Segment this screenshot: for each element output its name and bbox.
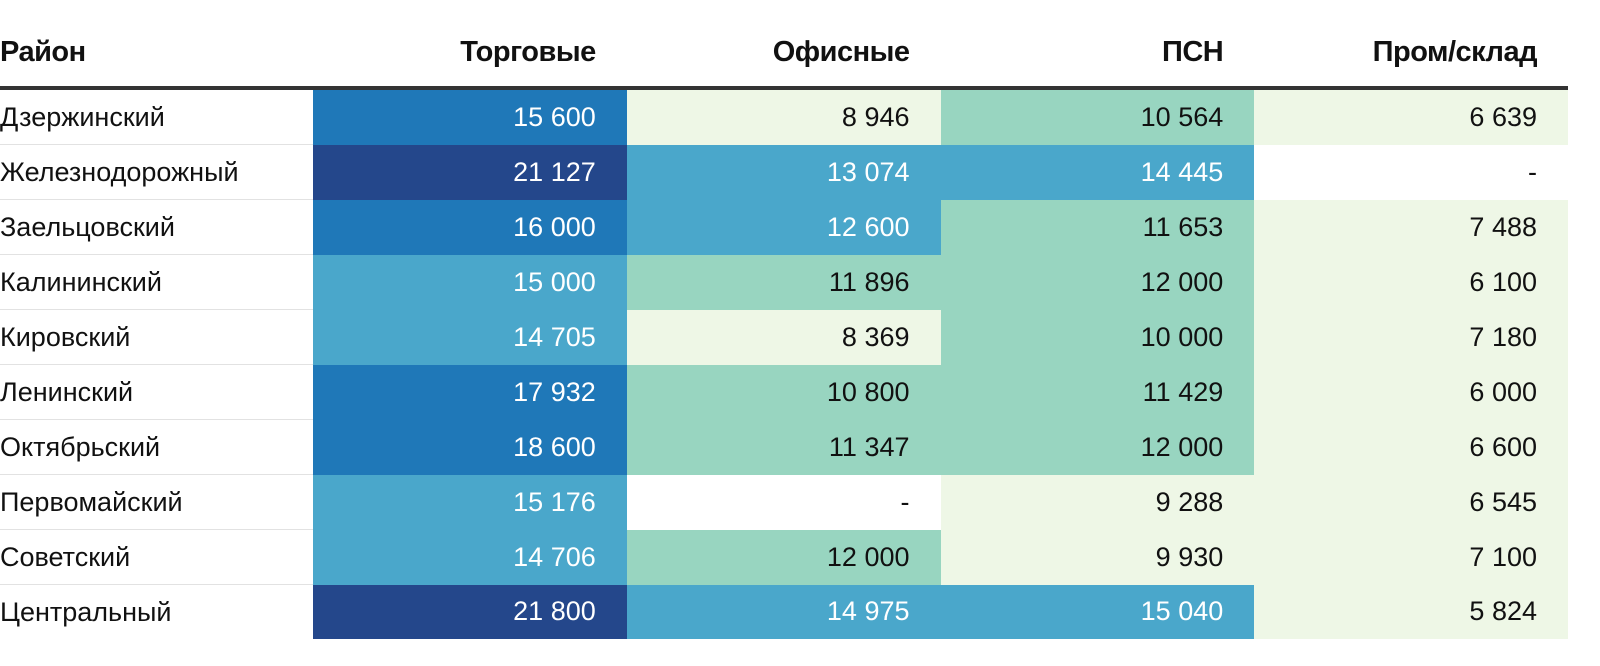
district-name: Заельцовский xyxy=(0,199,313,255)
heat-cell-retail: 15 600 xyxy=(313,88,627,145)
heat-cell-retail: 15 000 xyxy=(313,254,627,310)
heat-cell-psn: 10 000 xyxy=(940,309,1255,365)
district-name: Железнодорожный xyxy=(0,144,313,200)
heat-cell-industrial: 6 000 xyxy=(1254,364,1568,420)
table-row: Железнодорожный 21 127 13 074 14 445- xyxy=(0,144,1568,200)
heat-cell-retail: 21 127 xyxy=(313,144,627,200)
heat-cell-industrial: 7 488 xyxy=(1254,199,1568,255)
heat-cell-industrial: 6 639 xyxy=(1254,88,1568,145)
heat-cell-office: 12 000 xyxy=(626,529,941,585)
district-name: Советский xyxy=(0,529,313,585)
heat-cell-office: 10 800 xyxy=(626,364,941,420)
heat-cell-psn: 11 429 xyxy=(940,364,1255,420)
heat-cell-office: - xyxy=(626,474,941,530)
heat-cell-psn: 15 040 xyxy=(940,584,1255,639)
heat-cell-psn: 9 930 xyxy=(940,529,1255,585)
table-row: Октябрьский 18 600 11 347 12 000 6 600 xyxy=(0,419,1568,475)
heat-cell-psn: 9 288 xyxy=(940,474,1255,530)
district-name: Первомайский xyxy=(0,474,313,530)
heat-cell-industrial: 7 100 xyxy=(1254,529,1568,585)
heat-cell-retail: 16 000 xyxy=(313,199,627,255)
header-industrial: Пром/склад xyxy=(1254,18,1568,90)
header-district: Район xyxy=(0,18,313,90)
header-row: Район Торговые Офисные ПСН Пром/склад xyxy=(0,18,1568,90)
heat-cell-office: 11 347 xyxy=(626,419,941,475)
heat-cell-psn: 14 445 xyxy=(940,144,1255,200)
heat-cell-retail: 15 176 xyxy=(313,474,627,530)
district-name: Октябрьский xyxy=(0,419,313,475)
price-heatmap-table: Район Торговые Офисные ПСН Пром/склад Дз… xyxy=(0,18,1568,639)
table-body: Дзержинский 15 600 8 946 10 564 6 639 Железно… xyxy=(0,88,1568,639)
heat-cell-office: 8 369 xyxy=(626,309,941,365)
district-name: Центральный xyxy=(0,596,172,627)
table-row: Первомайский 15 176-9 288 6 545 xyxy=(0,474,1568,530)
table-row: Советский 14 706 12 000 9 930 7 100 xyxy=(0,529,1568,585)
heat-cell-industrial: - xyxy=(1254,144,1568,200)
heat-cell-psn: 10 564 xyxy=(940,88,1255,145)
heat-cell-psn: 12 000 xyxy=(940,254,1255,310)
header-retail: Торговые xyxy=(313,18,627,90)
district-name: Ленинский xyxy=(0,364,313,420)
heat-cell-retail: 21 800 xyxy=(313,584,627,639)
heat-cell-psn: 11 653 xyxy=(940,199,1255,255)
header-office: Офисные xyxy=(626,18,941,90)
table-row: Калининский 15 000 11 896 12 000 6 100 xyxy=(0,254,1568,310)
district-name: Кировский xyxy=(0,309,313,365)
heat-cell-office: 14 975 xyxy=(626,584,941,639)
heat-cell-retail: 18 600 xyxy=(313,419,627,475)
heat-cell-industrial: 6 100 xyxy=(1254,254,1568,310)
heat-cell-industrial: 6 600 xyxy=(1254,419,1568,475)
heat-cell-retail: 14 705 xyxy=(313,309,627,365)
header-psn: ПСН xyxy=(940,18,1255,90)
table-row: Ленинский 17 932 10 800 11 429 6 000 xyxy=(0,364,1568,420)
heat-cell-industrial: 7 180 xyxy=(1254,309,1568,365)
heat-cell-psn: 12 000 xyxy=(940,419,1255,475)
table-row: Заельцовский 16 000 12 600 11 653 7 488 xyxy=(0,199,1568,255)
table-row: Центральный 21 800 14 975 15 040 5 824 xyxy=(0,584,1568,639)
heat-cell-office: 8 946 xyxy=(626,88,941,145)
heat-cell-retail: 17 932 xyxy=(313,364,627,420)
heat-cell-office: 11 896 xyxy=(626,254,941,310)
table-row: Дзержинский 15 600 8 946 10 564 6 639 xyxy=(0,88,1568,145)
heat-cell-retail: 14 706 xyxy=(313,529,627,585)
heat-cell-industrial: 5 824 xyxy=(1254,584,1568,639)
district-name: Калининский xyxy=(0,254,313,310)
table-row: Кировский 14 705 8 369 10 000 7 180 xyxy=(0,309,1568,365)
heat-cell-office: 13 074 xyxy=(626,144,941,200)
district-name: Дзержинский xyxy=(0,88,313,145)
heat-cell-office: 12 600 xyxy=(626,199,941,255)
heat-cell-industrial: 6 545 xyxy=(1254,474,1568,530)
